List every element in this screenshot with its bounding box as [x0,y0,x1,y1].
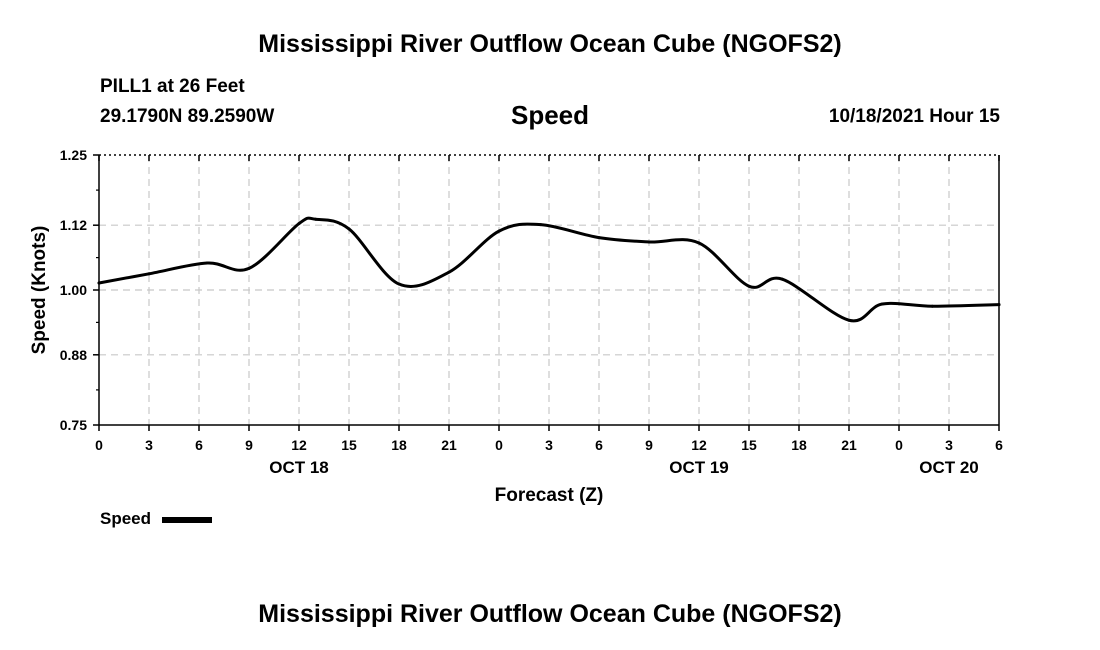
speed-data-point [147,272,151,276]
x-tick-label: 21 [841,437,857,453]
speed-data-point [205,261,209,265]
y-tick-label: 1.00 [60,282,87,298]
station-label: PILL1 at 26 Feet [100,76,245,97]
y-tick-label: 0.75 [60,417,87,433]
x-tick-label: 18 [391,437,407,453]
footer-title: Mississippi River Outflow Ocean Cube (NG… [258,600,842,628]
speed-data-point [880,302,884,306]
date-label: OCT 19 [669,458,729,477]
speed-data-point [397,282,401,286]
x-axis-label: Forecast (Z) [495,485,604,506]
x-tick-label: 21 [441,437,457,453]
x-tick-label: 9 [645,437,653,453]
x-tick-label: 0 [495,437,503,453]
chart-title: Mississippi River Outflow Ocean Cube (NG… [258,30,842,58]
speed-series-line [97,216,1001,323]
speed-data-point [347,227,351,231]
x-tick-label: 0 [95,437,103,453]
date-label: OCT 18 [269,458,329,477]
legend-swatch [162,517,212,523]
speed-data-point [930,304,934,308]
speed-data-point [297,222,301,226]
speed-data-point [497,229,501,233]
legend-label: Speed [100,509,152,528]
x-tick-label: 3 [545,437,553,453]
x-tick-label: 0 [895,437,903,453]
y-axis-label: Speed (Knots) [29,226,50,355]
x-tick-label: 6 [595,437,603,453]
chart-subtitle: Speed [510,100,590,130]
x-tick-label: 9 [245,437,253,453]
x-tick-label: 6 [995,437,1003,453]
coordinates-label: 29.1790N 89.2590W [100,106,275,127]
date-label: OCT 20 [919,458,979,477]
y-tick-label: 1.12 [60,217,87,233]
x-tick-label: 18 [791,437,807,453]
y-tick-label: 1.25 [60,147,87,163]
x-tick-label: 3 [945,437,953,453]
speed-data-point [247,266,251,270]
speed-data-point [997,303,1001,307]
speed-data-point [597,236,601,240]
x-tick-label: 15 [741,437,757,453]
speed-data-point [747,284,751,288]
y-tick-label: 0.88 [60,347,87,363]
speed-data-point [780,277,784,281]
speed-data-point [647,240,651,244]
speed-data-point [847,318,851,322]
speed-data-point [539,223,543,227]
x-tick-label: 6 [195,437,203,453]
x-tick-label: 15 [341,437,357,453]
speed-data-point [447,270,451,274]
speed-data-point [314,217,318,221]
speed-data-point [97,281,101,285]
speed-data-point [697,241,701,245]
x-tick-label: 3 [145,437,153,453]
timestamp-label: 10/18/2021 Hour 15 [828,106,1000,127]
x-tick-label: 12 [691,437,707,453]
x-tick-label: 12 [291,437,307,453]
